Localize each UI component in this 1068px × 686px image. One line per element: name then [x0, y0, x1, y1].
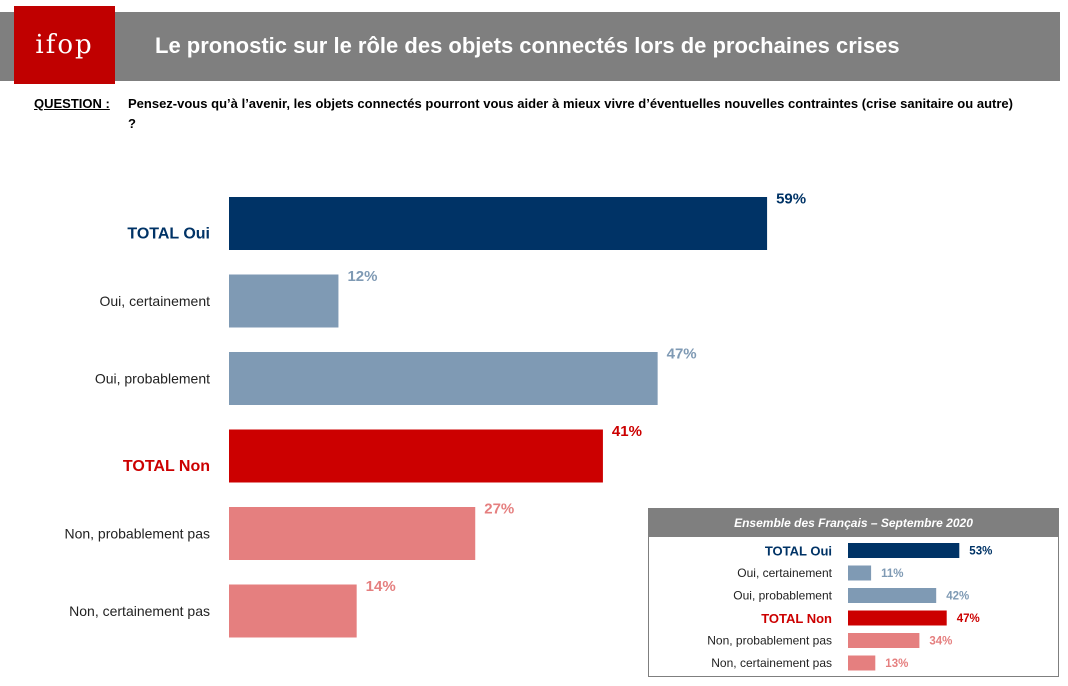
- value-label-1: 53%: [969, 546, 992, 558]
- category-label-2: Oui, certainement: [737, 566, 832, 580]
- bar-3: [848, 588, 937, 603]
- header-bar: [0, 12, 1060, 81]
- category-label-3: Oui, probablement: [95, 371, 210, 387]
- value-label-6: 13%: [885, 658, 908, 670]
- value-label-6: 14%: [366, 578, 396, 595]
- category-label-5: Non, probablement pas: [64, 526, 210, 542]
- bar-3: [229, 352, 658, 405]
- value-label-3: 47%: [667, 346, 697, 363]
- question-block: QUESTION : Pensez-vous qu’à l’avenir, le…: [34, 94, 1024, 131]
- bar-1: [229, 197, 768, 250]
- category-label-4: TOTAL Non: [761, 611, 832, 626]
- logo-text: ifop: [35, 30, 94, 60]
- question-label: QUESTION :: [34, 96, 110, 111]
- category-label-1: TOTAL Oui: [765, 544, 832, 559]
- comparison-bar-chart: TOTAL Oui 53% Oui, certainement 11% Oui, pro…: [707, 543, 992, 671]
- bar-6: [229, 584, 357, 638]
- bar-2: [848, 565, 872, 581]
- value-label-4: 41%: [612, 423, 642, 440]
- category-label-6: Non, certainement pas: [69, 603, 210, 619]
- comparison-panel: Ensemble des Français – Septembre 2020 T…: [648, 508, 1059, 677]
- bar-5: [848, 633, 920, 648]
- value-label-4: 47%: [957, 613, 980, 625]
- page-title: Le pronostic sur le rôle des objets conn…: [155, 33, 900, 58]
- question-text: Pensez-vous qu’à l’avenir, les objets co…: [128, 96, 1013, 131]
- category-label-6: Non, certainement pas: [711, 656, 832, 670]
- bar-4: [229, 429, 603, 483]
- category-label-5: Non, probablement pas: [707, 634, 832, 648]
- value-label-2: 12%: [347, 268, 377, 285]
- bar-4: [848, 610, 947, 626]
- ifop-logo: ifop: [14, 6, 115, 84]
- bar-1: [848, 543, 960, 558]
- category-label-1: TOTAL Oui: [127, 226, 210, 243]
- value-label-2: 11%: [881, 568, 903, 580]
- comparison-title: Ensemble des Français – Septembre 2020: [649, 509, 1058, 537]
- category-label-4: TOTAL Non: [123, 458, 210, 475]
- bar-5: [229, 507, 476, 560]
- value-label-3: 42%: [946, 591, 969, 603]
- category-label-2: Oui, certainement: [100, 293, 211, 309]
- bar-6: [848, 655, 876, 671]
- category-label-3: Oui, probablement: [733, 589, 832, 603]
- value-label-5: 34%: [929, 636, 952, 648]
- bar-2: [229, 274, 339, 328]
- value-label-1: 59%: [776, 191, 806, 208]
- value-label-5: 27%: [484, 501, 514, 518]
